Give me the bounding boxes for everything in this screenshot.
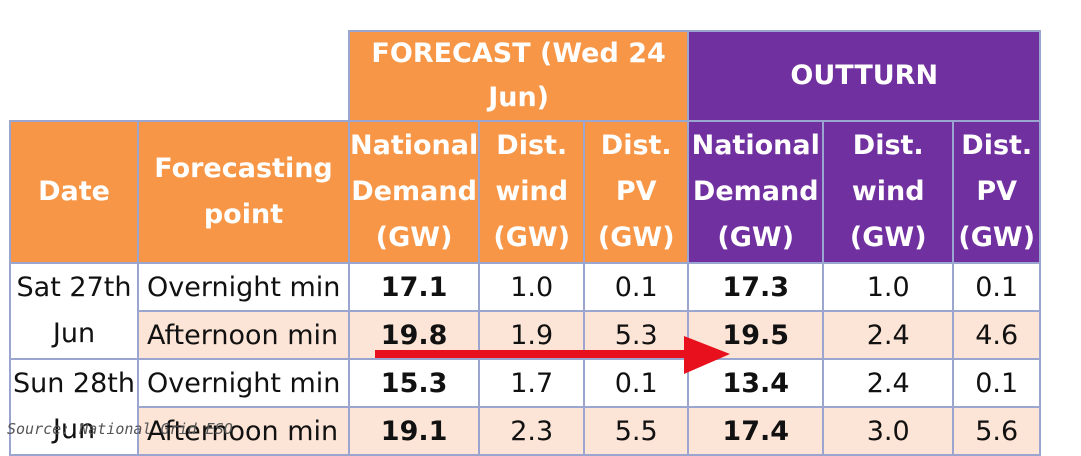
outturn-wind-cell: 3.0 — [822, 406, 955, 456]
header-line: (GW) — [958, 222, 1036, 253]
header-line: National — [691, 130, 820, 161]
header-line: (GW) — [493, 222, 571, 253]
forecast-demand-cell: 19.1 — [347, 406, 481, 456]
outturn-pv-cell: 5.6 — [952, 406, 1042, 456]
header-line: Dist. — [496, 130, 568, 161]
outturn-wind-cell: 2.4 — [822, 310, 955, 360]
header-line: wind — [851, 176, 925, 207]
date-header-label: Date — [38, 176, 110, 207]
forecasting-point-cell: Overnight min — [137, 262, 350, 312]
forecast-pv-cell: 0.1 — [583, 262, 690, 312]
forecast-group-header: FORECAST (Wed 24 Jun) — [347, 30, 690, 122]
header-line: Demand — [351, 176, 477, 207]
forecasting-point-header: Forecasting point — [137, 120, 350, 264]
demand-forecast-table: FORECAST (Wed 24 Jun) OUTTURN Date Forec… — [9, 30, 1042, 456]
forecast-demand-cell: 17.1 — [347, 262, 481, 312]
forecasting-point-cell: Afternoon min — [137, 310, 350, 360]
forecast-wind-cell: 1.9 — [478, 310, 586, 360]
forecast-wind-cell: 1.7 — [478, 358, 586, 408]
forecasting-point-cell: Overnight min — [137, 358, 350, 408]
date-cell: Sun 28th Jun — [9, 358, 139, 456]
forecast-national-demand-header: National Demand (GW) — [347, 120, 481, 264]
forecast-pv-cell: 5.5 — [583, 406, 690, 456]
forecast-wind-cell: 2.3 — [478, 406, 586, 456]
forecasting-point-cell: Afternoon min — [137, 406, 350, 456]
forecast-wind-cell: 1.0 — [478, 262, 586, 312]
table-row: Afternoon min 19.1 2.3 5.5 17.4 3.0 5.6 — [10, 406, 1042, 456]
outturn-group-header: OUTTURN — [687, 30, 1042, 122]
header-line: Dist. — [600, 130, 672, 161]
header-line: (GW) — [375, 222, 453, 253]
date-line: Jun — [52, 414, 96, 445]
source-caption: Source: National Grid ESO — [7, 420, 233, 438]
group-header-row: FORECAST (Wed 24 Jun) OUTTURN — [10, 30, 1042, 122]
date-line: Sun 28th — [12, 368, 135, 399]
header-line: wind — [495, 176, 569, 207]
table-row: Sun 28th Jun Overnight min 15.3 1.7 0.1 … — [9, 358, 1042, 456]
table-row: Sat 27th Jun Overnight min 17.1 1.0 0.1 … — [9, 262, 1042, 360]
header-line: PV — [615, 176, 657, 207]
outturn-national-demand-header: National Demand (GW) — [687, 120, 825, 264]
outturn-dist-pv-header: Dist. PV (GW) — [952, 120, 1042, 264]
date-line: Jun — [52, 318, 96, 349]
table-row: Afternoon min 19.8 1.9 5.3 19.5 2.4 4.6 — [10, 310, 1042, 360]
outturn-pv-cell: 4.6 — [952, 310, 1042, 360]
outturn-pv-cell: 0.1 — [952, 358, 1042, 408]
date-header: Date — [9, 120, 139, 264]
header-line: point — [203, 199, 284, 230]
date-cell: Sat 27th Jun — [9, 262, 139, 360]
outturn-wind-cell: 2.4 — [822, 358, 955, 408]
forecast-dist-wind-header: Dist. wind (GW) — [478, 120, 586, 264]
outturn-demand-cell: 17.3 — [687, 262, 825, 312]
header-line: Dist. — [852, 130, 924, 161]
outturn-dist-wind-header: Dist. wind (GW) — [822, 120, 955, 264]
header-line: Dist. — [961, 130, 1033, 161]
outturn-demand-cell: 13.4 — [687, 358, 825, 408]
outturn-demand-cell: 17.4 — [687, 406, 825, 456]
outturn-pv-cell: 0.1 — [952, 262, 1042, 312]
forecast-dist-pv-header: Dist. PV (GW) — [583, 120, 690, 264]
column-header-row: Date Forecasting point National Demand (… — [9, 120, 1042, 264]
blank-cell — [138, 31, 349, 121]
header-line: (GW) — [597, 222, 675, 253]
date-line: Sat 27th — [16, 272, 132, 303]
header-line: (GW) — [849, 222, 927, 253]
header-line: (GW) — [717, 222, 795, 253]
forecast-demand-cell: 19.8 — [347, 310, 481, 360]
header-line: Demand — [692, 176, 819, 207]
forecast-demand-cell: 15.3 — [347, 358, 481, 408]
header-line: National — [350, 130, 479, 161]
blank-cell — [10, 31, 138, 121]
forecast-pv-cell: 5.3 — [583, 310, 690, 360]
outturn-wind-cell: 1.0 — [822, 262, 955, 312]
demand-table-container: FORECAST (Wed 24 Jun) OUTTURN Date Forec… — [9, 30, 1042, 456]
forecast-pv-cell: 0.1 — [583, 358, 690, 408]
header-line: PV — [976, 176, 1018, 207]
header-line: Forecasting — [154, 153, 333, 184]
outturn-demand-cell: 19.5 — [687, 310, 825, 360]
